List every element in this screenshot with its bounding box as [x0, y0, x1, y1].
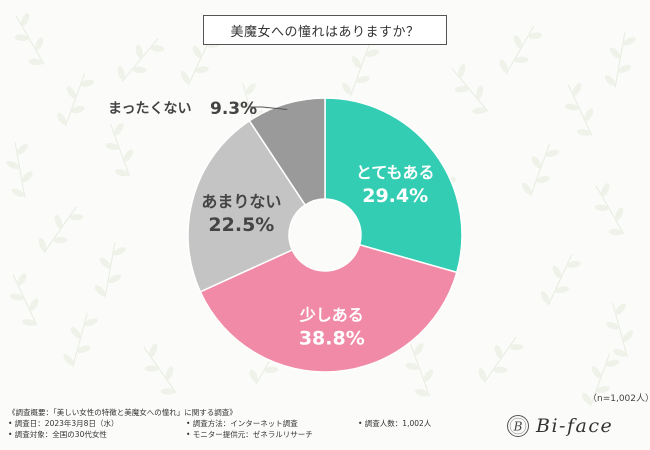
leaf-sprig — [10, 273, 39, 326]
leaf-sprig — [605, 302, 633, 358]
donut-slice-4 — [248, 97, 326, 207]
leaf-sprig — [594, 183, 625, 236]
leaf-sprig — [14, 13, 45, 66]
brand-mark-letter: B — [513, 420, 523, 434]
leaf-sprig — [522, 143, 560, 197]
leaf-sprig — [405, 343, 434, 397]
slice-value-2: 38.8% — [299, 328, 365, 350]
slice-label-3: あまりない — [201, 192, 281, 211]
donut-slice-2 — [199, 243, 458, 373]
survey-date: • 調査日：2023年3月8日（水） — [8, 419, 119, 428]
brand-logo: B Bi-face — [506, 410, 646, 442]
leaf-sprig — [63, 312, 98, 368]
leaf-sprig — [540, 254, 581, 306]
sample-size-note: （n=1,002人） — [588, 394, 650, 404]
chart-title-box: 美魔女への憧れはありますか？ — [203, 15, 447, 45]
donut-slice-1 — [324, 97, 463, 274]
brand-mark-icon: B — [507, 415, 529, 437]
slice-value-1: 29.4% — [362, 185, 428, 207]
survey-count: • 調査人数：1,002人 — [358, 419, 432, 428]
leader-line-4 — [250, 106, 288, 111]
leaf-sprig — [565, 83, 594, 136]
chart-title: 美魔女への憧れはありますか？ — [230, 24, 420, 40]
slice-label-2: 少しある — [299, 306, 364, 325]
leaf-sprig — [94, 242, 126, 298]
slice-label-1: とてもある — [356, 163, 435, 182]
donut-slice-3 — [187, 119, 307, 293]
leaf-sprig — [499, 25, 543, 75]
leaf-sprig — [143, 343, 177, 395]
leaf-sprig — [117, 38, 165, 82]
leaf-sprig — [582, 353, 620, 407]
slice-label-4: まったくない — [108, 101, 191, 117]
leaf-sprig — [478, 336, 524, 384]
leaf-sprig — [604, 32, 636, 88]
leaf-sprig — [38, 206, 84, 254]
survey-target: • 調査対象：全国の30代女性 — [8, 430, 107, 439]
leaf-sprig — [6, 142, 33, 198]
leaf-sprig — [342, 43, 380, 97]
brand-name: Bi-face — [536, 415, 614, 437]
slice-value-4: 9.3% — [210, 99, 257, 119]
slice-value-3: 22.5% — [208, 214, 274, 236]
leaf-sprig — [57, 73, 95, 127]
survey-method: • 調査方法：インターネット調査 — [186, 419, 298, 428]
survey-provider: • モニター提供元：ゼネラルリサーチ — [186, 430, 313, 439]
leaf-sprig — [105, 123, 134, 177]
survey-overview: 《調査概要：「美しい女性の特徴と美魔女への憧れ」に関する調査》 — [8, 408, 237, 417]
leaf-sprig — [451, 64, 489, 114]
